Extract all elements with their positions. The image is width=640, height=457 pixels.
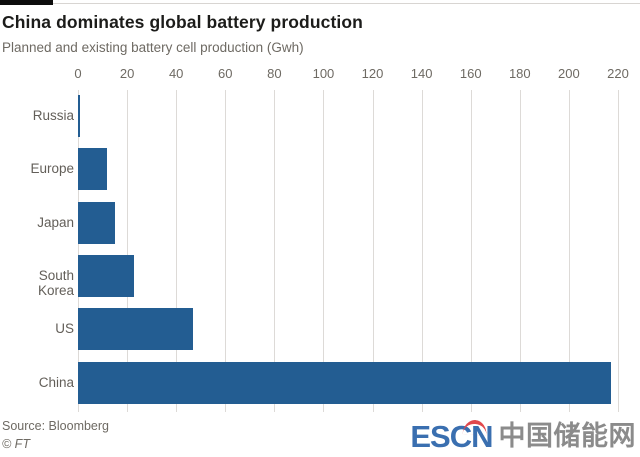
escn-logo-chinese-text: 中国储能网 xyxy=(498,421,636,452)
x-axis-tick-label: 160 xyxy=(459,66,482,81)
bar-us xyxy=(78,308,194,351)
x-gridline xyxy=(323,90,325,412)
chart-title: China dominates global battery productio… xyxy=(2,12,363,32)
source-attribution: Source: Bloomberg xyxy=(2,419,110,433)
x-axis-tick-label: 120 xyxy=(361,66,384,81)
x-gridline xyxy=(618,90,619,412)
x-gridline xyxy=(372,90,374,412)
x-gridline xyxy=(568,90,570,412)
category-label: Russia xyxy=(32,108,74,123)
x-gridline xyxy=(274,90,276,412)
escn-logo: ESCN 中国储能网 xyxy=(410,419,636,455)
x-axis-tick-label: 60 xyxy=(218,66,233,81)
bar-russia xyxy=(78,95,81,137)
x-axis-tick-label: 180 xyxy=(508,66,531,81)
category-label: Japan xyxy=(37,214,74,230)
x-gridline xyxy=(176,90,178,412)
x-axis-tick-label: 80 xyxy=(267,66,282,81)
category-label: South Korea xyxy=(37,267,74,298)
x-axis-tick-label: 40 xyxy=(168,66,184,81)
x-gridline xyxy=(421,90,423,412)
escn-logo-latin-text: ESCN xyxy=(410,419,493,454)
bar-japan xyxy=(78,201,115,244)
x-axis-tick-label: 140 xyxy=(410,66,433,81)
x-gridline xyxy=(127,90,129,412)
x-axis-tick-label: 20 xyxy=(119,66,135,81)
x-gridline xyxy=(225,90,227,412)
x-gridline xyxy=(78,90,79,412)
x-axis-tick-label: 0 xyxy=(74,66,82,81)
bar-europe xyxy=(78,148,108,191)
category-label: US xyxy=(55,321,74,337)
x-axis-tick-label: 200 xyxy=(558,66,580,81)
ft-black-tab xyxy=(0,0,53,5)
x-axis-tick-label: 220 xyxy=(607,66,629,81)
x-gridline xyxy=(470,90,472,412)
bar-south-korea xyxy=(78,254,135,297)
top-rule xyxy=(0,3,640,4)
category-label: China xyxy=(38,374,74,390)
chart-subtitle: Planned and existing battery cell produc… xyxy=(2,40,304,55)
ft-copyright: © FT xyxy=(2,437,30,451)
bar-china xyxy=(78,361,611,404)
x-axis-tick-label: 100 xyxy=(312,66,335,81)
x-gridline xyxy=(519,90,521,412)
category-label: Europe xyxy=(30,161,74,177)
